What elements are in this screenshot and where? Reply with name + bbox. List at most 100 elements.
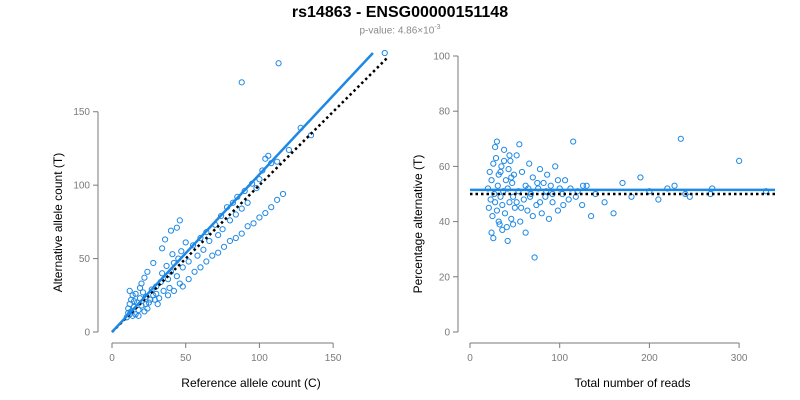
data-point [265, 152, 272, 159]
data-point [209, 252, 216, 259]
reference-line [111, 56, 389, 333]
data-point [203, 258, 210, 265]
data-point [509, 193, 517, 200]
data-point [538, 210, 545, 217]
data-point [588, 212, 595, 220]
data-point [497, 168, 504, 176]
data-point [219, 226, 226, 233]
data-point [256, 176, 263, 183]
data-point [540, 179, 547, 187]
y-tick-label: 80 [439, 107, 451, 118]
x-axis-label: Total number of reads [574, 376, 690, 390]
x-tick-label: 0 [467, 353, 473, 364]
data-point [485, 204, 492, 211]
data-point [518, 168, 526, 176]
data-point [534, 179, 541, 187]
chart-subtitle: p-value: 4.86×10-3 [0, 24, 800, 36]
data-point [159, 245, 166, 252]
data-point [509, 179, 516, 187]
data-point [238, 79, 245, 86]
data-point [508, 174, 515, 181]
data-point [686, 193, 693, 200]
data-point [502, 177, 509, 184]
data-point [179, 264, 186, 271]
data-point [259, 167, 266, 174]
data-point [529, 212, 536, 220]
data-point [500, 157, 508, 164]
x-tick-label: 50 [180, 353, 192, 364]
data-point [517, 218, 524, 225]
x-tick-label: 200 [641, 353, 658, 364]
data-point [129, 312, 136, 319]
data-point [132, 290, 139, 297]
pvalue-exponent: -3 [434, 24, 441, 31]
data-point [511, 204, 518, 211]
data-point [491, 190, 498, 198]
data-point [547, 182, 554, 189]
data-point [159, 270, 166, 277]
data-point [253, 184, 260, 192]
y-tick-label: 20 [439, 272, 451, 283]
data-point [169, 251, 176, 258]
data-point [570, 138, 577, 145]
data-point [141, 274, 148, 281]
data-point [163, 262, 170, 270]
data-point [176, 217, 183, 224]
data-point [492, 199, 499, 206]
data-point [189, 242, 197, 249]
data-point [499, 201, 506, 209]
y-tick-label: 50 [79, 254, 91, 265]
data-point [554, 177, 562, 184]
data-point [244, 223, 251, 230]
y-tick-label: 0 [84, 328, 90, 339]
data-point [164, 292, 172, 299]
data-point [173, 273, 180, 280]
data-point [610, 210, 617, 217]
data-point [583, 182, 590, 189]
data-point [506, 152, 513, 159]
data-point [220, 243, 228, 250]
y-tick-label: 100 [73, 181, 90, 192]
data-point [126, 287, 133, 294]
data-point [554, 207, 562, 214]
data-point [185, 258, 192, 265]
data-point [561, 177, 569, 184]
data-point [274, 196, 281, 203]
data-point [206, 237, 213, 245]
data-point [516, 141, 523, 148]
x-tick-label: 0 [109, 353, 115, 364]
data-point [238, 230, 245, 237]
data-point [490, 235, 497, 242]
x-tick-label: 100 [251, 353, 268, 364]
data-point [579, 182, 587, 189]
right-scatter-plot: 0 100 200 300 0 20 40 60 80 100 Total number of re… [411, 52, 775, 390]
data-point [492, 155, 500, 162]
data-point [191, 268, 198, 275]
data-point [215, 249, 222, 256]
x-tick-label: 150 [325, 353, 342, 364]
data-point [552, 163, 559, 170]
data-point [494, 182, 501, 189]
data-point [185, 276, 192, 283]
data-point [132, 311, 139, 318]
data-point [160, 287, 167, 294]
chart-title: rs14863 - ENSG00000151148 [291, 4, 509, 21]
data-point [488, 177, 495, 184]
data-point [274, 158, 281, 165]
data-point [527, 193, 534, 200]
data-point [217, 212, 225, 220]
x-tick-label: 100 [551, 353, 568, 364]
data-point [197, 234, 204, 242]
data-point [229, 199, 236, 206]
data-point [147, 296, 154, 303]
data-point [513, 152, 520, 159]
y-tick-label: 150 [73, 107, 90, 118]
data-point [197, 264, 204, 271]
data-point [232, 234, 239, 242]
data-point [145, 299, 152, 306]
data-point [285, 146, 293, 154]
data-point [506, 199, 513, 206]
data-point [490, 160, 497, 167]
data-point [179, 283, 186, 290]
y-axis-label: Alternative allele count (T) [51, 153, 65, 292]
